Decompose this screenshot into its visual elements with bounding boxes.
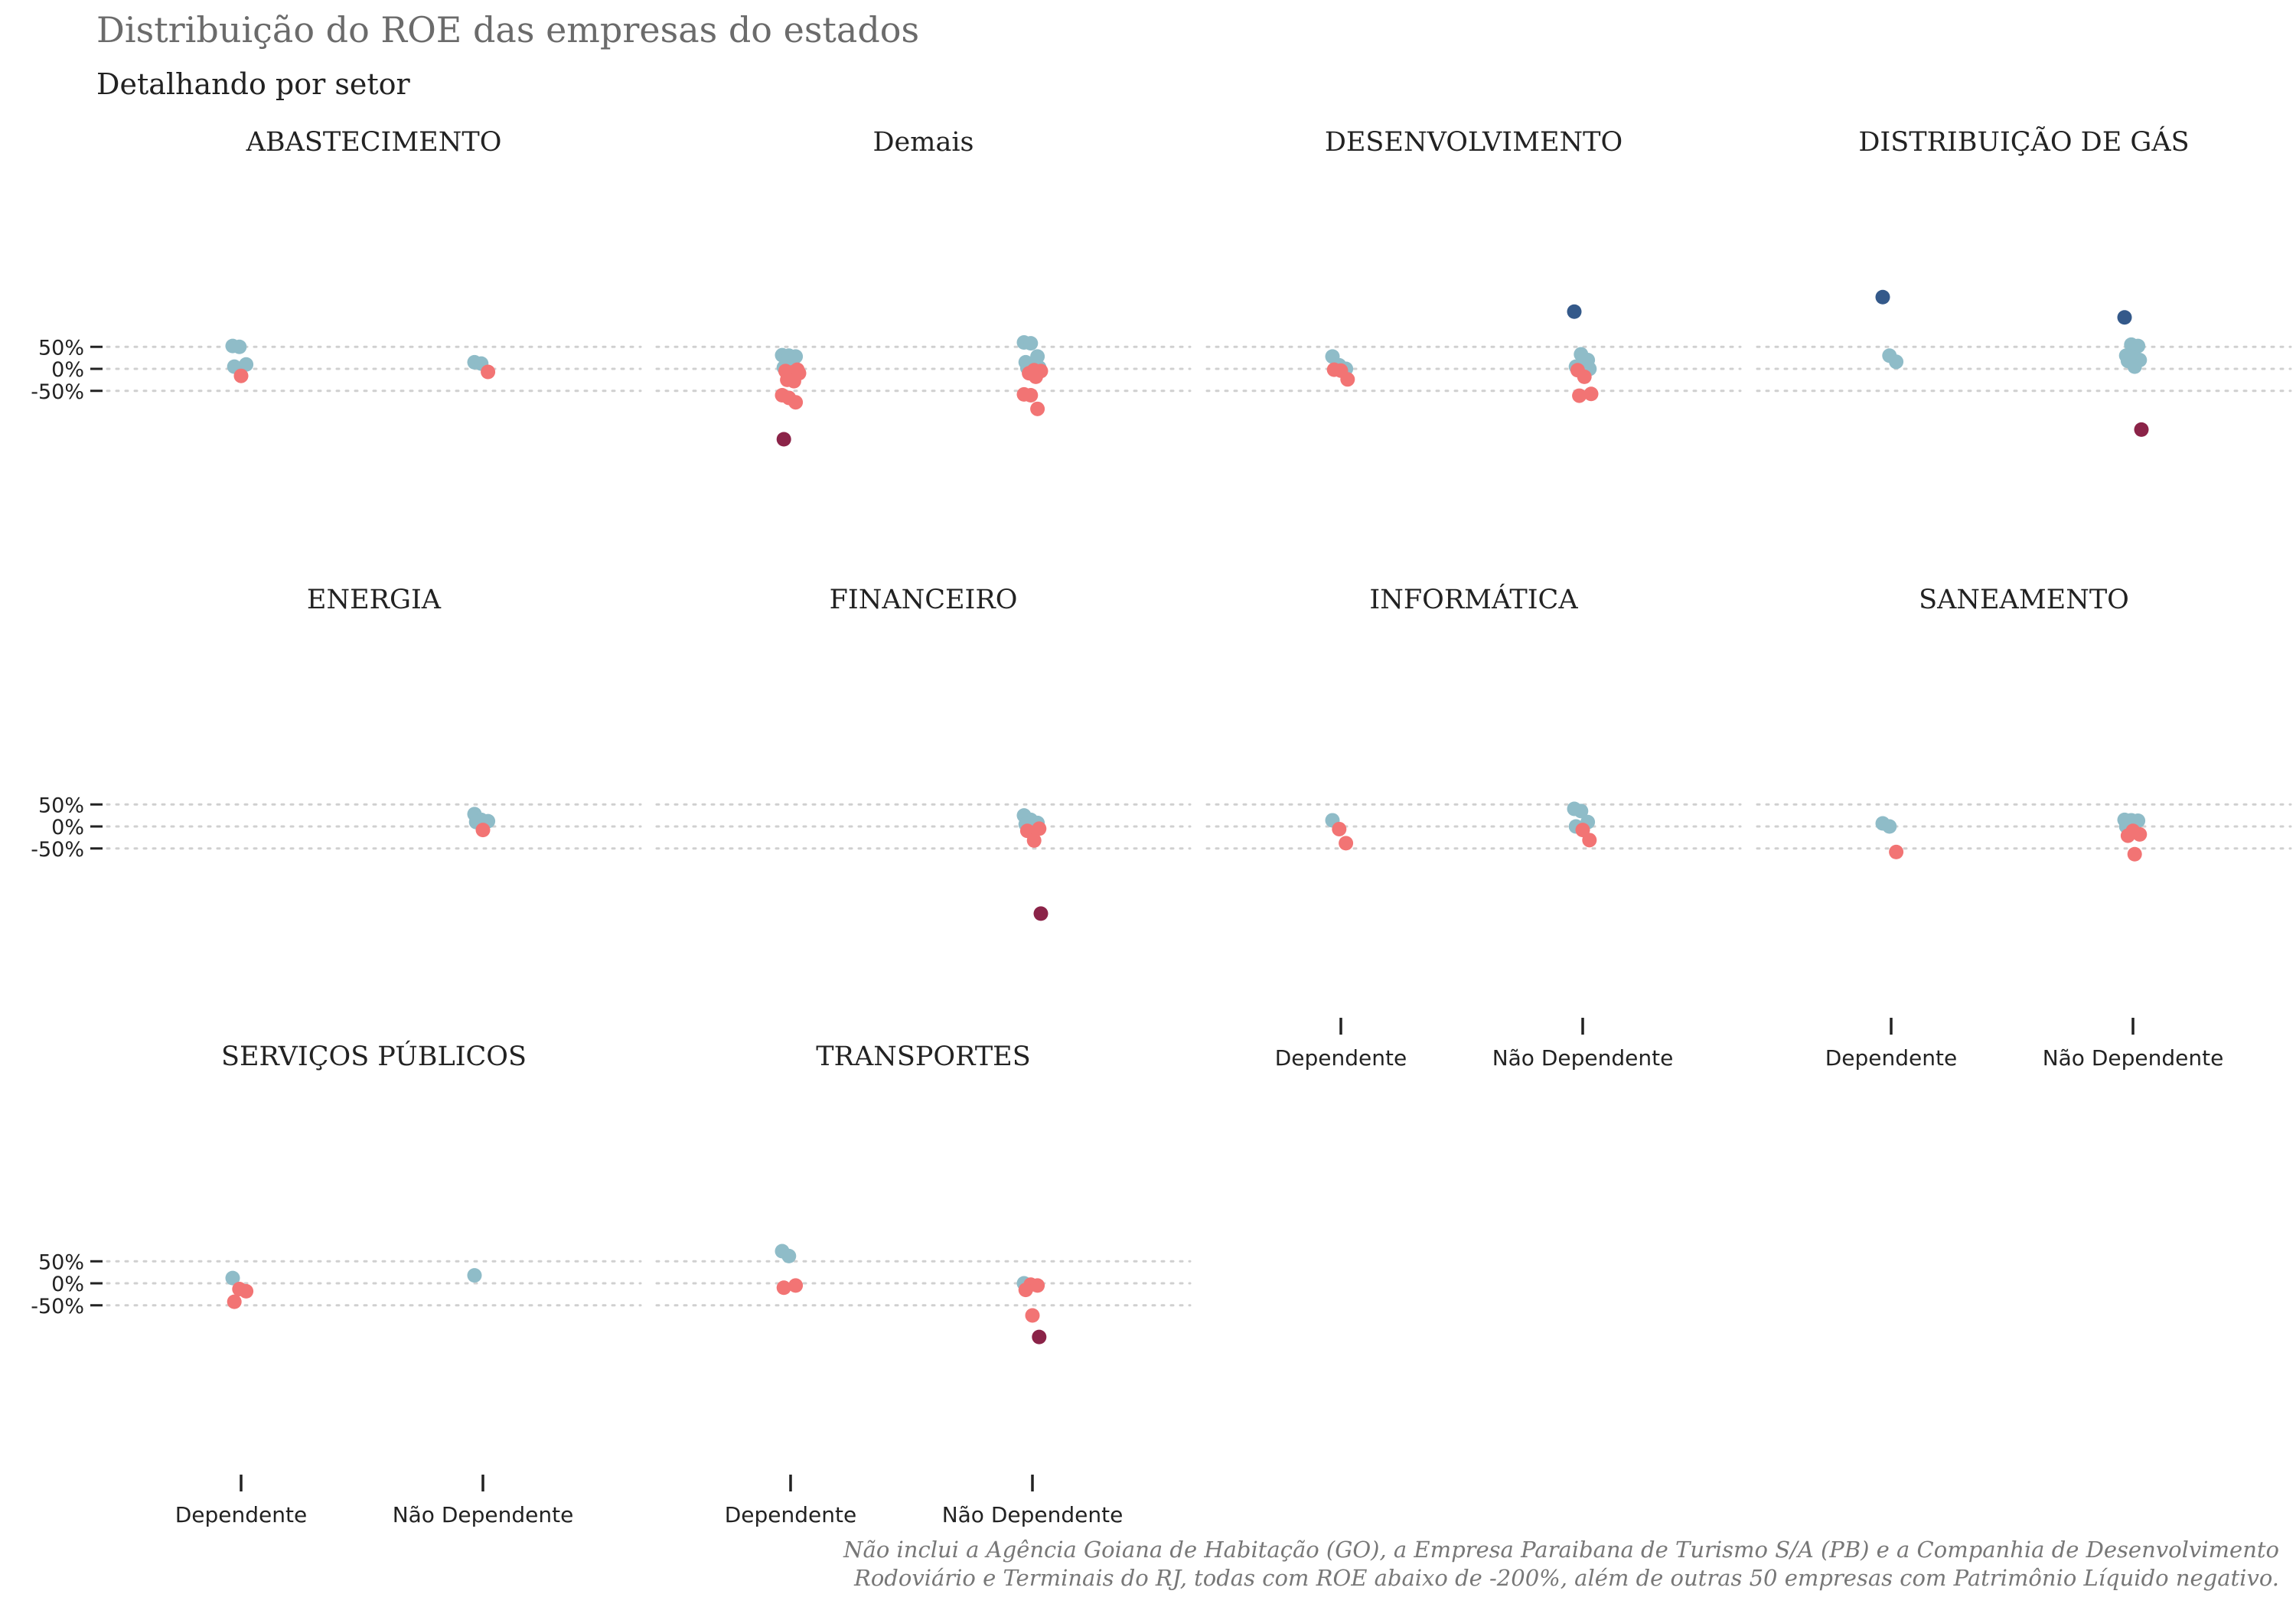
x-tick-label: Dependente bbox=[1275, 1045, 1407, 1071]
point-nao-dependente bbox=[1577, 369, 1592, 384]
point-dependente bbox=[788, 1278, 804, 1293]
y-tick-label: 0% bbox=[51, 816, 84, 839]
point-nao-dependente bbox=[2120, 828, 2135, 843]
point-nao-dependente bbox=[1033, 906, 1049, 921]
facet-title: ENERGIA bbox=[307, 585, 442, 615]
point-dependente bbox=[781, 1248, 797, 1263]
x-tick-label: Dependente bbox=[1825, 1045, 1957, 1071]
facet-distribuicao-de-gas: DISTRIBUIÇÃO DE GÁS bbox=[1756, 125, 2292, 437]
y-tick-label: 50% bbox=[38, 794, 84, 817]
caption-line-2: Rodoviário e Terminais do RJ, todas com … bbox=[853, 1565, 2279, 1591]
facet-informatica: INFORMÁTICA Dependente Não Dependente bbox=[1205, 583, 1742, 1071]
point-nao-dependente bbox=[2127, 846, 2142, 862]
point-dependente bbox=[233, 368, 249, 383]
point-dependente bbox=[225, 1270, 240, 1286]
point-dependente bbox=[776, 432, 791, 447]
facet-title: SERVIÇOS PÚBLICOS bbox=[221, 1040, 527, 1072]
y-tick-label: 0% bbox=[51, 1273, 84, 1296]
point-dependente bbox=[1332, 821, 1347, 836]
point-nao-dependente bbox=[1582, 833, 1597, 848]
facet-title: DISTRIBUIÇÃO DE GÁS bbox=[1858, 125, 2189, 158]
point-dependente bbox=[232, 339, 247, 354]
point-dependente bbox=[239, 357, 254, 372]
y-tick-label: 50% bbox=[38, 336, 84, 360]
point-dependente bbox=[1882, 819, 1897, 834]
point-dependente bbox=[1340, 372, 1355, 387]
point-nao-dependente bbox=[1032, 821, 1047, 836]
facet-title: FINANCEIRO bbox=[830, 585, 1018, 615]
point-dependente bbox=[227, 1294, 242, 1309]
facet-title: Demais bbox=[873, 127, 974, 158]
facet-abastecimento: ABASTECIMENTO 50%0%-50% bbox=[31, 127, 642, 404]
point-nao-dependente bbox=[1026, 833, 1042, 848]
point-nao-dependente bbox=[1030, 1278, 1045, 1293]
point-nao-dependente bbox=[2131, 338, 2146, 354]
point-nao-dependente bbox=[1018, 1283, 1033, 1298]
y-tick-label: -50% bbox=[31, 380, 84, 404]
point-dependente bbox=[1875, 289, 1890, 305]
point-nao-dependente bbox=[2127, 359, 2142, 374]
facet-financeiro: FINANCEIRO bbox=[655, 585, 1192, 921]
point-nao-dependente bbox=[481, 364, 496, 380]
point-nao-dependente bbox=[1030, 401, 1045, 416]
facet-demais: Demais bbox=[655, 127, 1192, 447]
y-tick-label: -50% bbox=[31, 838, 84, 862]
point-nao-dependente bbox=[2117, 310, 2132, 325]
x-tick-label: Não Dependente bbox=[1492, 1045, 1674, 1071]
point-dependente bbox=[1339, 836, 1354, 851]
point-nao-dependente bbox=[1025, 1308, 1040, 1323]
point-nao-dependente bbox=[2132, 826, 2148, 842]
facet-title: TRANSPORTES bbox=[816, 1041, 1030, 1072]
facet-desenvolvimento: DESENVOLVIMENTO bbox=[1205, 127, 1742, 403]
chart-subtitle: Detalhando por setor bbox=[96, 67, 411, 101]
point-nao-dependente bbox=[1567, 304, 1582, 319]
facet-title: ABASTECIMENTO bbox=[246, 127, 502, 158]
point-nao-dependente bbox=[1572, 388, 1587, 403]
point-dependente bbox=[1889, 844, 1904, 859]
facet-title: INFORMÁTICA bbox=[1369, 583, 1578, 615]
x-tick-label: Não Dependente bbox=[2043, 1045, 2224, 1071]
point-dependente bbox=[1889, 354, 1904, 370]
point-nao-dependente bbox=[1574, 804, 1589, 819]
point-nao-dependente bbox=[1028, 369, 1043, 384]
point-nao-dependente bbox=[2134, 422, 2149, 437]
x-tick-label: Não Dependente bbox=[393, 1502, 574, 1527]
point-nao-dependente bbox=[1023, 336, 1039, 351]
facet-transportes: TRANSPORTES Dependente Não Dependente bbox=[655, 1041, 1192, 1527]
point-dependente bbox=[788, 349, 804, 364]
point-dependente bbox=[786, 373, 801, 389]
point-dependente bbox=[776, 1280, 791, 1296]
facet-saneamento: SANEAMENTO Dependente Não Dependente bbox=[1756, 585, 2292, 1071]
facet-energia: ENERGIA 50%0%-50% bbox=[31, 585, 642, 862]
point-dependente bbox=[239, 1283, 254, 1299]
point-nao-dependente bbox=[475, 823, 491, 838]
point-dependente bbox=[788, 395, 804, 410]
facet-servicos-publicos: SERVIÇOS PÚBLICOS 50%0%-50% Dependente Não … bbox=[31, 1040, 642, 1527]
x-tick-label: Não Dependente bbox=[942, 1502, 1124, 1527]
facet-title: DESENVOLVIMENTO bbox=[1325, 127, 1623, 158]
chart-title: Distribuição do ROE das empresas do esta… bbox=[96, 9, 919, 51]
point-nao-dependente bbox=[1032, 1329, 1047, 1345]
y-tick-label: -50% bbox=[31, 1295, 84, 1319]
caption-line-1: Não inclui a Agência Goiana de Habitação… bbox=[843, 1537, 2279, 1563]
y-tick-label: 0% bbox=[51, 358, 84, 382]
y-tick-label: 50% bbox=[38, 1250, 84, 1274]
point-nao-dependente bbox=[467, 1268, 482, 1283]
x-tick-label: Dependente bbox=[175, 1502, 307, 1527]
facet-title: SANEAMENTO bbox=[1919, 585, 2129, 615]
point-nao-dependente bbox=[1023, 388, 1039, 403]
x-tick-label: Dependente bbox=[725, 1502, 856, 1527]
point-nao-dependente bbox=[1583, 386, 1599, 402]
